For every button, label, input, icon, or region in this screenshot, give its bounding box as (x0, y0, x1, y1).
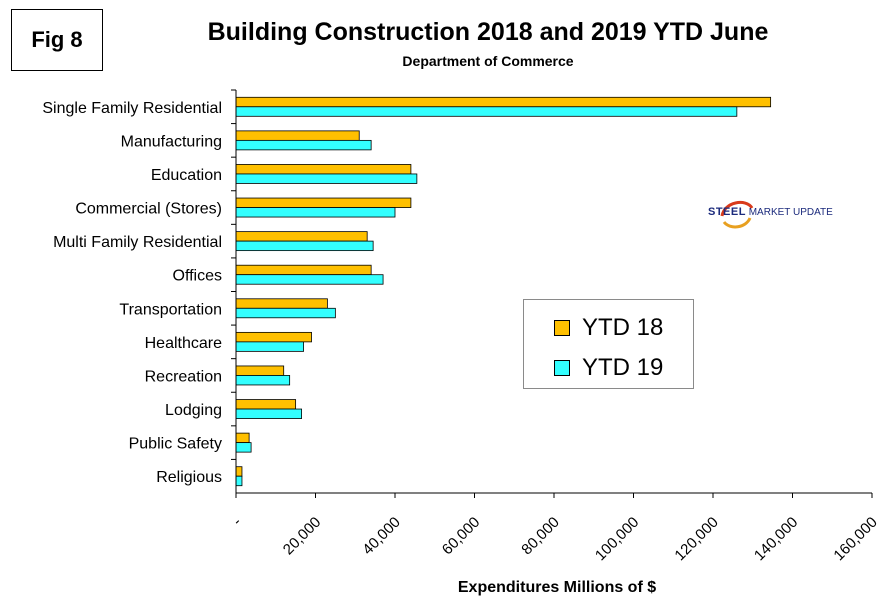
bar-ytd-18-lodging (235, 399, 297, 410)
x-tick-label-zero: - (229, 514, 245, 530)
bar-ytd-18-public-safety (235, 432, 250, 444)
y-tick-label-transportation: Transportation (119, 301, 222, 318)
y-tick-label-commercial-stores: Commercial (Stores) (75, 201, 222, 218)
bar-ytd-19-offices (235, 274, 384, 285)
bar-ytd-19-healthcare (235, 341, 304, 352)
bar-ytd-18-religious (235, 466, 243, 477)
x-tick-label-160-000: 160,000 (830, 514, 880, 564)
y-tick-label-public-safety: Public Safety (129, 436, 222, 453)
bar-ytd-18-offices (235, 264, 372, 276)
bar-ytd-18-recreation (235, 365, 285, 376)
bar-ytd-19-recreation (235, 375, 291, 386)
x-tick-label-80-000: 80,000 (518, 514, 562, 558)
y-tick-label-healthcare: Healthcare (145, 335, 222, 352)
y-tick-label-manufacturing: Manufacturing (121, 133, 222, 150)
bar-ytd-19-commercial-stores (235, 207, 396, 218)
axis-layer: Single Family Residential Manufacturing Ed… (42, 89, 881, 564)
bar-ytd-18-healthcare (235, 331, 312, 343)
steel-market-update-logo: STEEL MARKET UPDATE (700, 196, 850, 232)
y-tick-label-single-family-residential: Single Family Residential (42, 100, 222, 117)
bars-layer (235, 96, 772, 487)
legend-entry-ytd-19: YTD 19 (554, 353, 663, 383)
bar-ytd-18-manufacturing (235, 130, 360, 141)
chart-legend: YTD 18 YTD 19 (523, 299, 694, 389)
bar-ytd-19-public-safety (235, 442, 252, 453)
x-tick-label-20-000: 20,000 (280, 514, 324, 558)
y-tick-label-education: Education (151, 167, 222, 184)
logo-swoosh-icon (720, 200, 754, 229)
x-tick-label-140-000: 140,000 (751, 514, 801, 564)
legend-label-ytd-19: YTD 19 (582, 354, 664, 381)
y-tick-label-offices: Offices (173, 268, 223, 285)
logo-text-market-update: MARKET UPDATE (745, 207, 833, 218)
x-tick-label-40-000: 40,000 (359, 514, 403, 558)
bar-ytd-19-multi-family-residential (235, 240, 374, 252)
bar-ytd-19-education (235, 173, 418, 184)
bar-ytd-19-manufacturing (235, 139, 372, 151)
legend-swatch-ytd-18 (554, 320, 570, 336)
y-tick-label-lodging: Lodging (165, 402, 222, 419)
legend-swatch-ytd-19 (554, 360, 570, 376)
y-tick-label-recreation: Recreation (145, 368, 222, 385)
y-tick-label-religious: Religious (156, 469, 222, 486)
x-tick-label-60-000: 60,000 (439, 514, 483, 558)
y-tick-label-multi-family-residential: Multi Family Residential (53, 234, 222, 251)
bar-ytd-18-single-family-residential (235, 96, 772, 108)
bar-ytd-19-single-family-residential (235, 106, 738, 117)
bar-ytd-18-education (235, 164, 412, 175)
bar-ytd-19-transportation (235, 307, 336, 319)
logo-text: STEEL MARKET UPDATE (708, 206, 833, 218)
bar-ytd-19-lodging (235, 408, 302, 419)
logo-text-steel: STEEL (708, 206, 746, 218)
bar-ytd-18-commercial-stores (235, 197, 412, 208)
x-tick-label-120-000: 120,000 (671, 514, 721, 564)
figure-label: Fig 8 (11, 9, 103, 71)
x-axis-label: Expenditures Millions of $ (457, 579, 657, 596)
chart-title: Building Construction 2018 and 2019 YTD … (207, 18, 769, 46)
chart-subtitle: Department of Commerce (402, 53, 574, 69)
legend-label-ytd-18: YTD 18 (582, 314, 664, 341)
bar-ytd-18-multi-family-residential (235, 231, 368, 242)
x-tick-label-100-000: 100,000 (592, 514, 642, 564)
bar-ytd-18-transportation (235, 298, 328, 309)
bar-ytd-19-religious (235, 475, 243, 487)
legend-entry-ytd-18: YTD 18 (554, 313, 663, 343)
